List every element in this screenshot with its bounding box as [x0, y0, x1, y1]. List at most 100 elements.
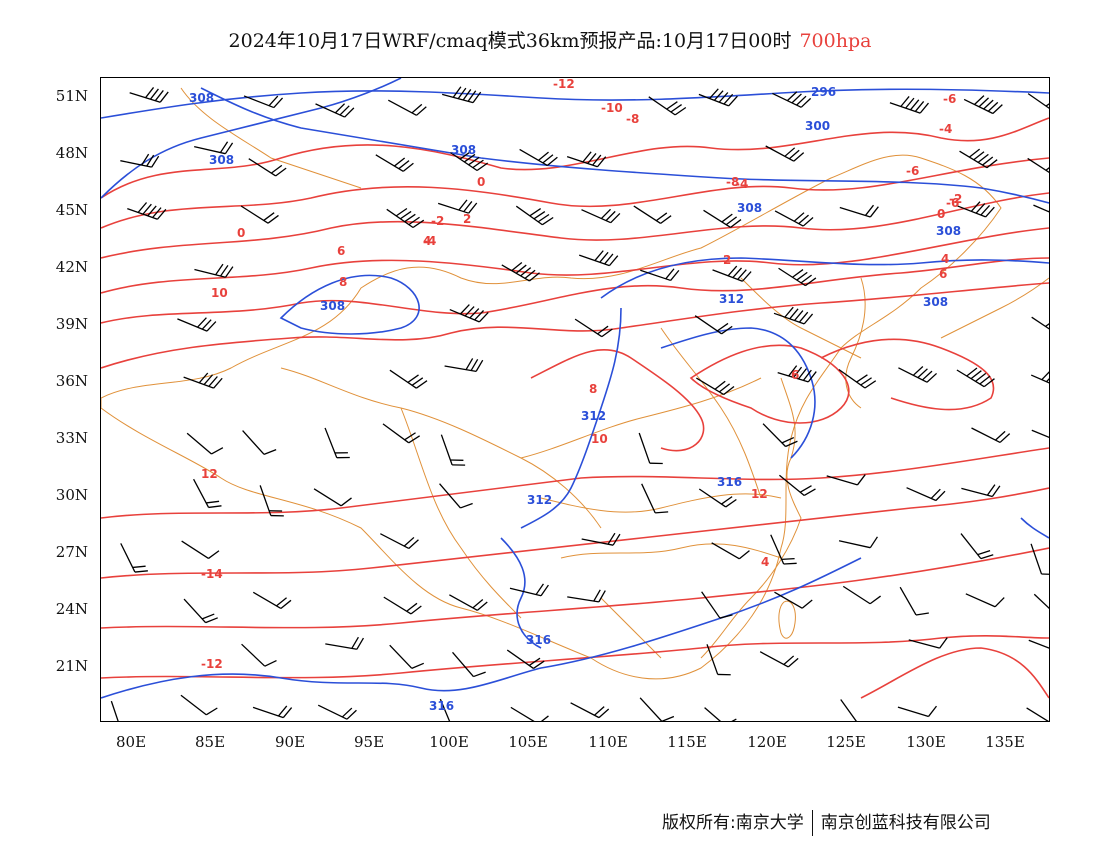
- wind-barb: [194, 268, 226, 278]
- wind-barb: [389, 644, 413, 669]
- wind-barb-flag: [781, 436, 795, 444]
- wind-barb: [897, 706, 929, 718]
- wind-barb: [242, 430, 265, 455]
- wind-barb: [120, 543, 136, 573]
- wind-barb-flag: [597, 325, 609, 335]
- wind-barb-flag: [930, 488, 941, 499]
- wind-barb-flag: [598, 590, 606, 603]
- temperature-label: -12: [201, 657, 223, 671]
- wind-barb: [711, 542, 740, 560]
- wind-barb-flag: [721, 213, 733, 223]
- wind-barb: [375, 154, 404, 172]
- wind-barb-flag: [408, 435, 421, 444]
- contour-labels: -12-10-8-6-4-2024681012-14-12-6-4-204681…: [189, 78, 962, 713]
- height-label: 316: [429, 699, 454, 713]
- temperature-label: 2: [463, 212, 471, 226]
- height-label: 308: [737, 201, 762, 215]
- temperature-contour: [689, 344, 850, 424]
- lon-label: 90E: [274, 733, 306, 751]
- wind-barb: [110, 700, 119, 721]
- height-contour: [500, 537, 542, 649]
- wind-barb: [774, 210, 804, 227]
- wind-barb-flag: [468, 202, 478, 214]
- temperature-label: -2: [949, 192, 962, 206]
- wind-barb: [773, 312, 805, 325]
- wind-barb-flag: [459, 151, 472, 160]
- temperature-contour: [101, 257, 1049, 324]
- wind-barb-flag: [146, 154, 155, 167]
- lat-label: 24N: [55, 600, 88, 618]
- wind-barb-flag: [975, 372, 987, 382]
- temperature-contour: [101, 157, 1049, 229]
- wind-barb-flag: [394, 157, 406, 167]
- wind-barb-flag: [670, 104, 682, 113]
- height-label: 308: [451, 143, 476, 157]
- temperature-label: 4: [423, 234, 431, 248]
- wind-barb-flag: [472, 599, 484, 609]
- lat-label: 33N: [55, 429, 88, 447]
- wind-barb-flag: [919, 102, 929, 114]
- wind-barb-flag: [732, 267, 743, 279]
- wind-barb: [639, 697, 663, 721]
- wind-barb: [386, 208, 414, 229]
- wind-barb-flag: [999, 433, 1011, 443]
- wind-barb-flag: [402, 162, 414, 172]
- temperature-label: -4: [939, 122, 952, 136]
- wind-barb: [444, 365, 477, 373]
- wind-barb: [956, 369, 985, 388]
- wind-barb: [515, 205, 543, 226]
- wind-barb-flag: [607, 532, 616, 545]
- wind-barb-flag: [213, 377, 223, 389]
- wind-barb-flag: [738, 550, 750, 560]
- wind-barb: [389, 369, 417, 389]
- wind-barb-flag: [928, 705, 938, 717]
- wind-barb: [581, 209, 611, 224]
- wind-barb: [640, 269, 671, 282]
- temperature-contour: [860, 647, 1049, 699]
- wind-barb: [1030, 543, 1043, 575]
- wind-barb-flag: [156, 208, 167, 220]
- wind-barb: [1031, 429, 1049, 439]
- height-contour: [101, 78, 402, 199]
- lat-label: 36N: [55, 372, 88, 390]
- wind-barb-flag: [410, 605, 422, 615]
- wind-barb: [380, 533, 410, 550]
- wind-barb-flag: [351, 636, 359, 649]
- wind-barb: [965, 593, 996, 608]
- wind-barb-flag: [147, 205, 157, 217]
- height-label: 308: [189, 91, 214, 105]
- wind-barb-flag: [783, 655, 795, 665]
- height-contours: [101, 78, 1049, 699]
- wind-barb: [570, 702, 600, 719]
- temperature-label: 0: [937, 207, 945, 221]
- wind-barb-flag: [968, 148, 981, 158]
- wind-barb-flag: [781, 558, 795, 560]
- temperature-contour: [101, 487, 1049, 579]
- wind-barb-flag: [719, 614, 733, 619]
- wind-barb-flag: [900, 96, 910, 107]
- temperature-label: 12: [201, 467, 218, 481]
- wind-barb-flag: [787, 657, 799, 668]
- wind-barb: [963, 98, 994, 115]
- wind-barb-flag: [404, 213, 416, 223]
- wind-barb-flag: [791, 93, 802, 104]
- wind-barb-flag: [472, 91, 482, 104]
- temperature-label: -12: [553, 78, 575, 91]
- wind-barb-flag: [983, 99, 994, 110]
- wind-barb-flag: [416, 106, 427, 116]
- temperature-label: 10: [591, 432, 608, 446]
- wind-barb-flag: [725, 498, 737, 508]
- wind-barb-flag: [935, 490, 946, 501]
- wind-barb: [241, 643, 266, 667]
- height-label: 296: [811, 85, 836, 99]
- temperature-contour: [101, 192, 1049, 259]
- wind-barb-flag: [741, 271, 752, 282]
- weather-map[interactable]: -12 -10 -8 -6 -4 -2 0 2 4 6 8 10 12 -14 -12 -6 -4 -2 0 4 6 8 1…: [100, 77, 1050, 722]
- wind-barb-flag: [159, 91, 169, 103]
- wind-barb: [440, 434, 453, 466]
- wind-barb-flag: [141, 153, 150, 166]
- wind-barb: [574, 318, 603, 338]
- wind-barb-flag: [208, 505, 222, 509]
- wind-barb-flag: [145, 87, 155, 99]
- wind-barb-flag: [917, 368, 928, 379]
